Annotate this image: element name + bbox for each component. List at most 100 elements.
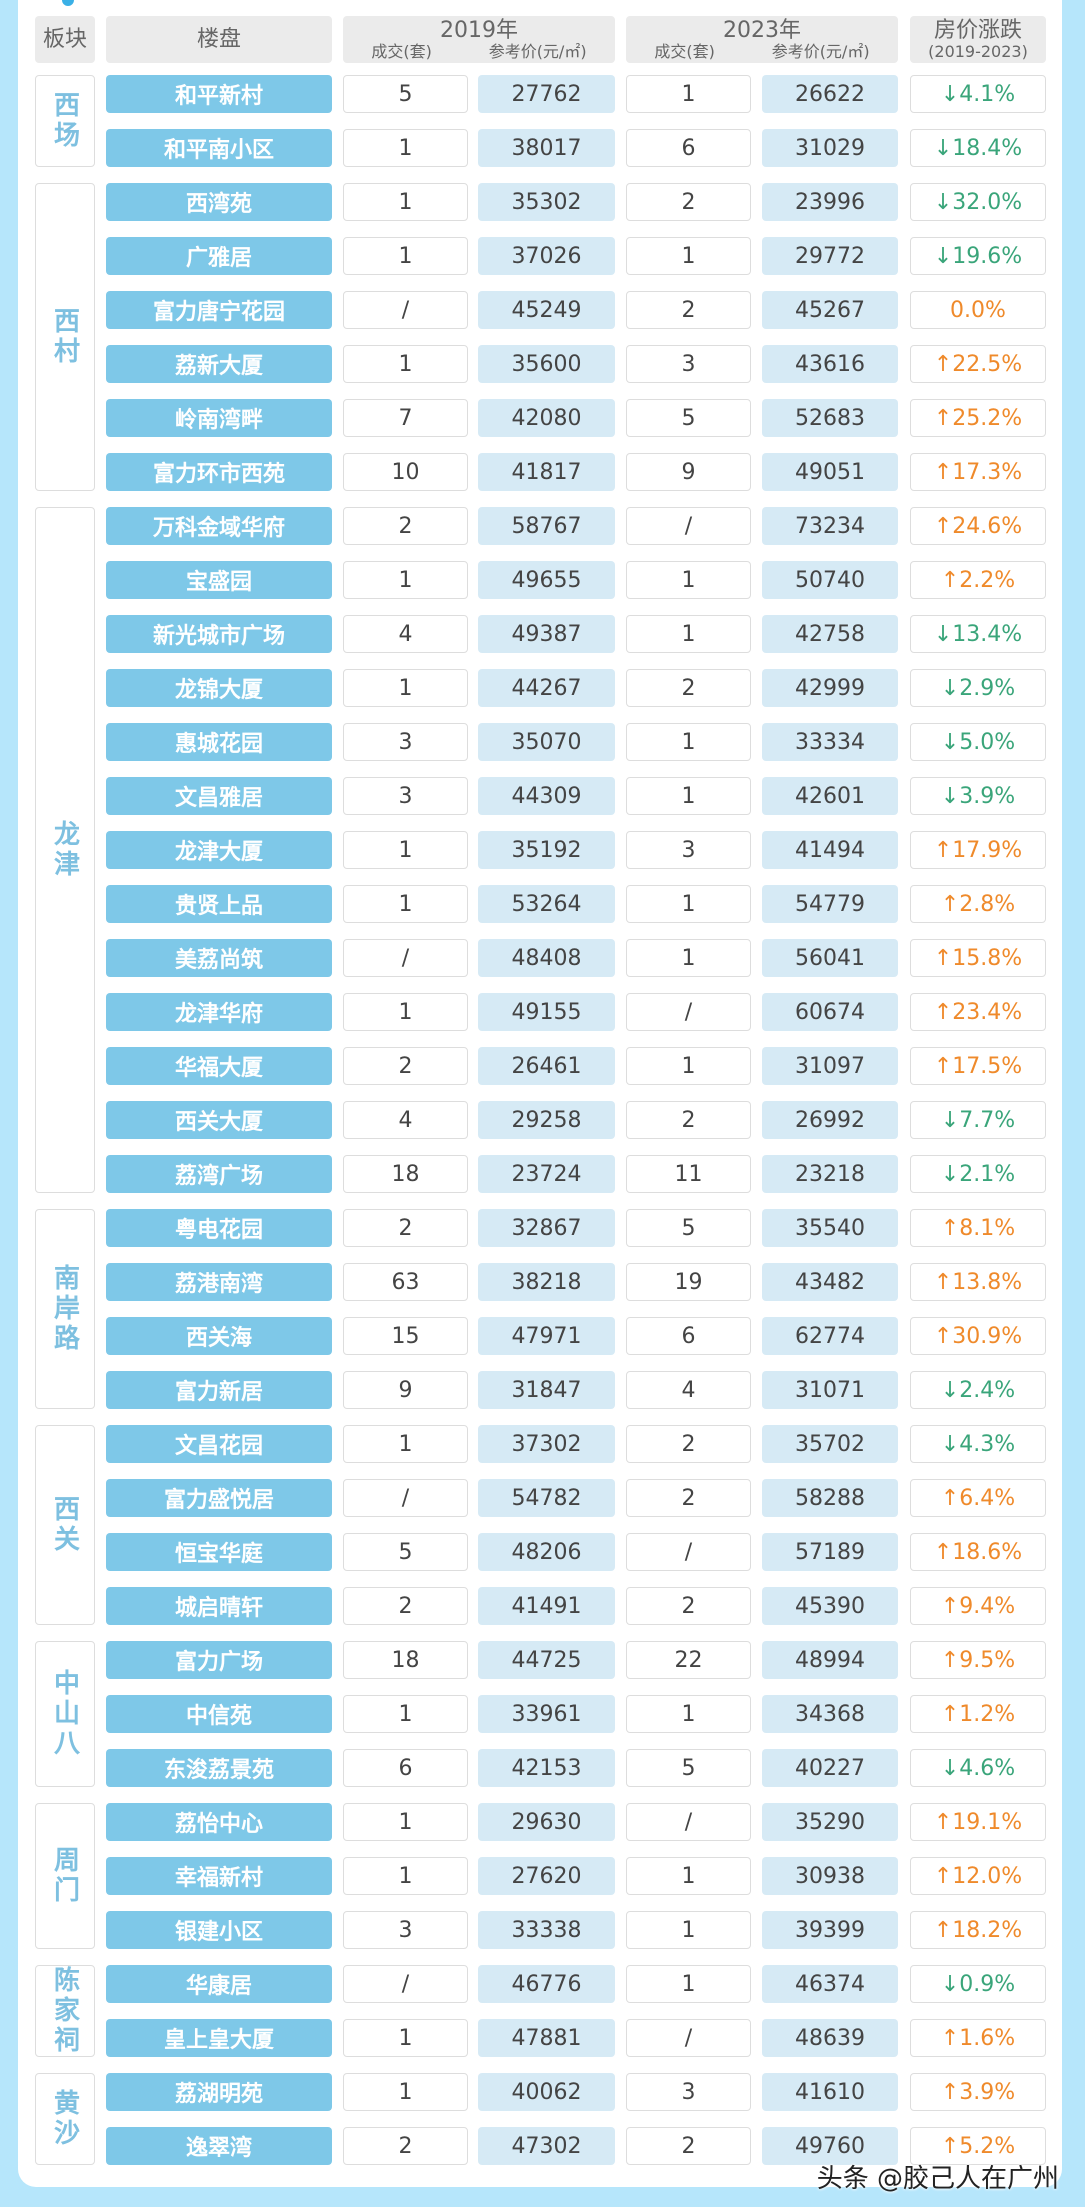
price-2019: 49155: [478, 993, 615, 1031]
estate-name: 荔新大厦: [106, 345, 332, 383]
watermark: 头条 @胶己人在广州: [816, 2164, 1059, 2194]
estate-name: 龙津大厦: [106, 831, 332, 869]
deals-2019: /: [343, 1479, 468, 1517]
price-2023: 29772: [762, 237, 898, 275]
header-2019-deals: 成交(套): [371, 41, 432, 61]
price-change: ↑18.6%: [910, 1533, 1046, 1571]
price-change: ↑17.9%: [910, 831, 1046, 869]
price-2019: 47881: [478, 2019, 615, 2057]
price-change: ↓0.9%: [910, 1965, 1046, 2003]
price-2019: 29630: [478, 1803, 615, 1841]
deals-2019: 10: [343, 453, 468, 491]
deals-2019: 1: [343, 237, 468, 275]
price-change: ↓4.3%: [910, 1425, 1046, 1463]
price-change: ↑18.2%: [910, 1911, 1046, 1949]
price-2019: 35302: [478, 183, 615, 221]
estate-name: 华福大厦: [106, 1047, 332, 1085]
price-2019: 35600: [478, 345, 615, 383]
header-district: 板块: [35, 16, 95, 63]
district-label: 黄沙: [35, 2073, 95, 2165]
price-2019: 45249: [478, 291, 615, 329]
price-change: ↑9.5%: [910, 1641, 1046, 1679]
deals-2023: 2: [626, 1101, 751, 1139]
price-2019: 58767: [478, 507, 615, 545]
price-2023: 42601: [762, 777, 898, 815]
price-change: ↓32.0%: [910, 183, 1046, 221]
price-2023: 43616: [762, 345, 898, 383]
deals-2019: 1: [343, 2073, 468, 2111]
price-2019: 42153: [478, 1749, 615, 1787]
price-2019: 44267: [478, 669, 615, 707]
price-2019: 38017: [478, 129, 615, 167]
price-2019: 37302: [478, 1425, 615, 1463]
deals-2023: /: [626, 1803, 751, 1841]
deals-2019: 15: [343, 1317, 468, 1355]
price-2019: 23724: [478, 1155, 615, 1193]
deals-2023: 1: [626, 237, 751, 275]
deals-2019: 2: [343, 1209, 468, 1247]
price-2023: 46374: [762, 1965, 898, 2003]
price-2023: 45267: [762, 291, 898, 329]
price-change: ↓19.6%: [910, 237, 1046, 275]
price-2019: 40062: [478, 2073, 615, 2111]
price-2019: 41491: [478, 1587, 615, 1625]
deals-2023: 6: [626, 129, 751, 167]
price-2019: 54782: [478, 1479, 615, 1517]
header-change: 房价涨跌 (2019-2023): [910, 16, 1046, 63]
estate-name: 新光城市广场: [106, 615, 332, 653]
price-2023: 49760: [762, 2127, 898, 2165]
price-2019: 32867: [478, 1209, 615, 1247]
deals-2019: 3: [343, 1911, 468, 1949]
estate-name: 富力环市西苑: [106, 453, 332, 491]
price-2023: 50740: [762, 561, 898, 599]
deals-2023: 22: [626, 1641, 751, 1679]
deals-2019: 2: [343, 507, 468, 545]
estate-name: 富力新居: [106, 1371, 332, 1409]
estate-name: 荔怡中心: [106, 1803, 332, 1841]
deals-2019: 1: [343, 669, 468, 707]
deals-2023: 1: [626, 885, 751, 923]
deals-2023: 1: [626, 1911, 751, 1949]
price-change: ↑8.1%: [910, 1209, 1046, 1247]
header-2019: 2019年 成交(套) 参考价(元/㎡): [343, 16, 615, 63]
estate-name: 广雅居: [106, 237, 332, 275]
header-change-range: (2019-2023): [928, 41, 1028, 61]
deals-2023: 1: [626, 615, 751, 653]
price-change: ↑22.5%: [910, 345, 1046, 383]
deals-2023: 5: [626, 1209, 751, 1247]
deals-2019: 2: [343, 1047, 468, 1085]
estate-name: 幸福新村: [106, 1857, 332, 1895]
price-2023: 43482: [762, 1263, 898, 1301]
price-2019: 53264: [478, 885, 615, 923]
estate-name: 东浚荔景苑: [106, 1749, 332, 1787]
deals-2023: /: [626, 507, 751, 545]
price-change: ↑15.8%: [910, 939, 1046, 977]
deals-2023: 3: [626, 2073, 751, 2111]
price-change: ↓2.9%: [910, 669, 1046, 707]
deals-2023: 1: [626, 75, 751, 113]
deals-2019: 4: [343, 615, 468, 653]
estate-name: 逸翠湾: [106, 2127, 332, 2165]
price-2023: 31097: [762, 1047, 898, 1085]
estate-name: 荔港南湾: [106, 1263, 332, 1301]
price-change: ↑30.9%: [910, 1317, 1046, 1355]
header-2023-label: 2023年: [723, 17, 801, 43]
price-2023: 34368: [762, 1695, 898, 1733]
price-2019: 42080: [478, 399, 615, 437]
price-2023: 26622: [762, 75, 898, 113]
price-2019: 47971: [478, 1317, 615, 1355]
deals-2023: 6: [626, 1317, 751, 1355]
deals-2019: 1: [343, 345, 468, 383]
price-2023: 33334: [762, 723, 898, 761]
estate-name: 龙锦大厦: [106, 669, 332, 707]
price-change: ↓2.1%: [910, 1155, 1046, 1193]
deals-2023: 1: [626, 1857, 751, 1895]
price-2023: 48994: [762, 1641, 898, 1679]
estate-name: 文昌花园: [106, 1425, 332, 1463]
price-2023: 35702: [762, 1425, 898, 1463]
price-change: ↑25.2%: [910, 399, 1046, 437]
deals-2023: 9: [626, 453, 751, 491]
district-label: 西场: [35, 75, 95, 167]
price-2023: 26992: [762, 1101, 898, 1139]
price-change: ↑5.2%: [910, 2127, 1046, 2165]
